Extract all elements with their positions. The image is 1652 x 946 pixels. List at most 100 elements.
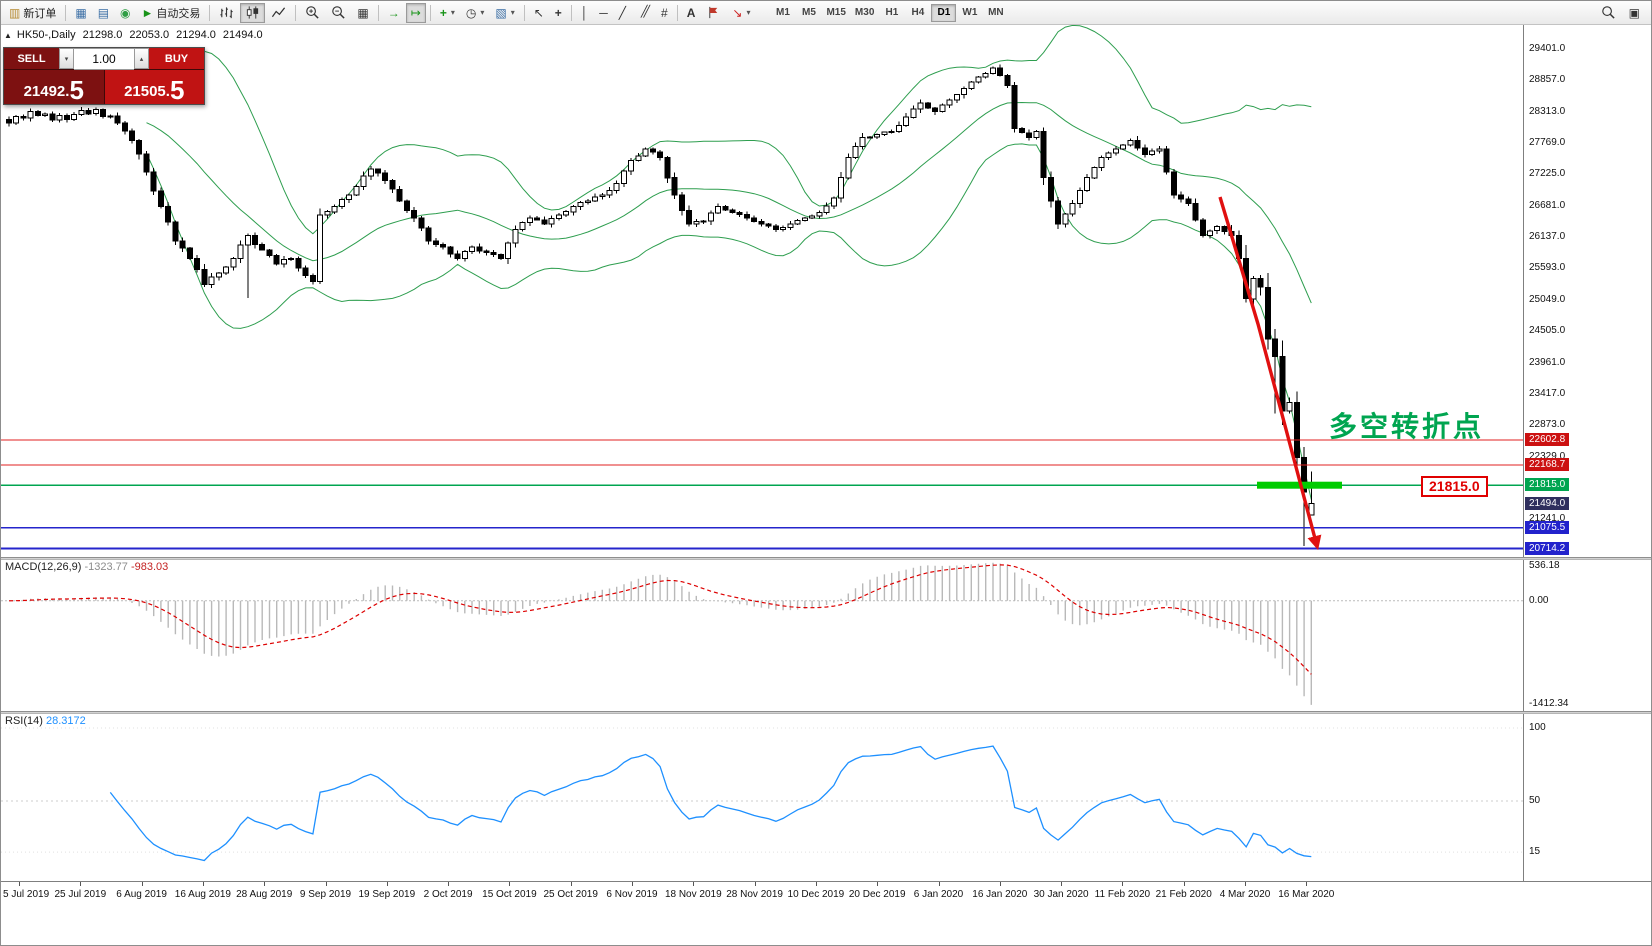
toolbar-separator — [295, 4, 297, 21]
candlestick-chart-button[interactable] — [240, 2, 266, 23]
price-axis-tick: 28857.0 — [1529, 74, 1566, 86]
autotrading-icon: ► — [141, 5, 154, 20]
tab-timeframe-d1[interactable]: D1 — [931, 3, 957, 22]
trendline-icon: ╱ — [618, 5, 627, 20]
cursor-tool-button[interactable]: ↖ — [529, 3, 549, 23]
periods-icon: ◷ — [465, 5, 477, 20]
horizontal-line-tool-button[interactable]: ─ — [594, 3, 613, 23]
search-button[interactable] — [1596, 3, 1621, 23]
time-axis-tick — [632, 882, 633, 886]
tab-timeframe-mn[interactable]: MN — [983, 4, 1008, 22]
zoom-out-button[interactable] — [326, 3, 351, 23]
tab-timeframe-m15[interactable]: M15 — [822, 4, 849, 22]
periods-button[interactable]: ◷ ▾ — [461, 3, 490, 23]
tab-timeframe-w1[interactable]: W1 — [957, 4, 982, 22]
tile-windows-button[interactable]: ▦ — [352, 3, 373, 23]
time-axis-tick — [815, 882, 817, 886]
trend-arrow[interactable] — [1218, 196, 1322, 551]
horizontal-line-icon: ─ — [599, 5, 608, 20]
time-axis[interactable]: 5 Jul 2019 25 Jul 2019 6 Aug 2019 16 Aug 20… — [1, 881, 1651, 915]
vertical-line-tool-button[interactable]: │ — [576, 3, 594, 23]
time-axis-tick — [80, 882, 82, 886]
price-axis[interactable]: 29401.0 28857.0 28313.0 27769.0 27225.0 26681… — [1523, 25, 1651, 881]
trendline-tool-button[interactable]: ╱ — [614, 3, 631, 23]
time-axis-tick — [386, 882, 388, 886]
volume-input[interactable] — [74, 48, 134, 70]
price-axis-tick: 27769.0 — [1529, 137, 1566, 149]
date-axis-label: 19 Sep 2019 — [358, 889, 416, 900]
auto-scroll-icon: → — [387, 5, 400, 20]
ohlc-high: 22053.0 — [129, 29, 170, 41]
buy-price[interactable]: 21505. 5 — [104, 70, 204, 104]
indicators-button[interactable]: + ▾ — [435, 3, 460, 23]
date-axis-label: 28 Nov 2019 — [726, 889, 783, 900]
macd-indicator-pane[interactable] — [1, 559, 1523, 711]
volume-decrease-button[interactable]: ▾ — [59, 48, 74, 69]
tab-timeframe-h1[interactable]: H1 — [879, 4, 904, 22]
tab-timeframe-m5[interactable]: M5 — [796, 4, 821, 22]
autotrading-button[interactable]: ► 自动交易 — [137, 3, 206, 23]
chart-window-button[interactable]: ▦ — [70, 3, 91, 23]
arrows-tool-button[interactable]: ↘ ▾ — [727, 3, 755, 23]
crosshair-tool-button[interactable]: + — [550, 3, 567, 23]
macd-label: MACD(12,26,9) -1323.77 -983.03 — [5, 561, 169, 573]
toolbar-separator — [523, 4, 525, 21]
date-axis-label: 16 Mar 2020 — [1278, 889, 1335, 900]
tab-timeframe-m30[interactable]: M30 — [851, 4, 878, 22]
time-axis-tick — [141, 882, 143, 886]
new-order-button[interactable]: ▥ 新订单 — [4, 3, 61, 23]
buy-button[interactable]: BUY — [149, 48, 204, 69]
text-icon: A — [686, 5, 696, 20]
support-price-label[interactable]: 21815.0 — [1421, 476, 1488, 497]
timeframe-toolbar: M1 M5 M15 M30 H1 H4 D1 W1 MN — [770, 3, 1008, 22]
main-price-chart[interactable] — [1, 25, 1523, 557]
toolbar-separator — [570, 4, 572, 21]
label-tool-button[interactable] — [701, 3, 726, 23]
sell-button[interactable]: SELL — [4, 48, 59, 69]
templates-button[interactable]: ▧ ▾ — [490, 3, 519, 23]
date-axis-label: 11 Feb 2020 — [1094, 889, 1151, 900]
bars-chart-button[interactable] — [214, 3, 239, 23]
new-window-button[interactable]: ▣ — [1624, 3, 1645, 23]
time-axis-tick — [570, 882, 572, 886]
navigator-button[interactable]: ◉ — [115, 3, 135, 23]
time-axis-tick — [877, 882, 879, 886]
auto-scroll-button[interactable]: → — [383, 3, 405, 23]
date-axis-label: 2 Oct 2019 — [423, 889, 473, 900]
time-axis-tick — [1306, 882, 1308, 886]
zoom-in-button[interactable] — [300, 3, 325, 23]
sell-price[interactable]: 21492. 5 — [4, 70, 105, 104]
price-axis-tick: 27225.0 — [1529, 168, 1566, 180]
line-chart-button[interactable] — [266, 3, 291, 23]
price-axis-tick: 26137.0 — [1529, 231, 1566, 243]
market-watch-button[interactable]: ▤ — [93, 3, 114, 23]
volume-increase-button[interactable]: ▴ — [134, 48, 149, 69]
chart-shift-icon: ↦ — [410, 5, 421, 20]
chart-window-icon: ▦ — [75, 5, 87, 20]
price-axis-tick: 25593.0 — [1529, 262, 1566, 274]
pane-separator[interactable] — [1, 557, 1651, 560]
rsi-line — [109, 745, 1312, 862]
time-axis-tick — [19, 882, 20, 886]
price-tag: 22602.8 — [1525, 432, 1570, 446]
time-axis-tick — [1122, 882, 1124, 886]
tab-timeframe-m1[interactable]: M1 — [770, 4, 795, 22]
new-order-icon: ▥ — [9, 5, 21, 20]
tab-timeframe-h4[interactable]: H4 — [905, 4, 930, 22]
line-chart-icon — [272, 7, 286, 18]
text-tool-button[interactable]: A — [682, 3, 701, 23]
channel-tool-button[interactable]: ╱╱ — [632, 3, 655, 23]
price-axis-tick: 21241.0 — [1529, 513, 1566, 525]
turning-point-annotation[interactable]: 多空转折点 — [1329, 411, 1485, 442]
pane-separator[interactable] — [1, 711, 1651, 714]
chart-shift-button[interactable]: ↦ — [405, 2, 426, 23]
macd-axis-tick: 536.18 — [1529, 560, 1560, 571]
autotrading-label: 自动交易 — [156, 7, 201, 20]
candles — [6, 64, 1315, 546]
fibonacci-tool-button[interactable]: # — [656, 3, 673, 23]
one-click-trading-panel: SELL ▾ ▴ BUY 21492.5 21505.5 — [3, 47, 205, 105]
date-axis-label: 30 Jan 2020 — [1033, 889, 1089, 900]
rsi-indicator-pane[interactable] — [1, 713, 1523, 881]
macd-axis-tick: -1412.34 — [1529, 698, 1569, 709]
label-flag-icon — [709, 6, 718, 19]
